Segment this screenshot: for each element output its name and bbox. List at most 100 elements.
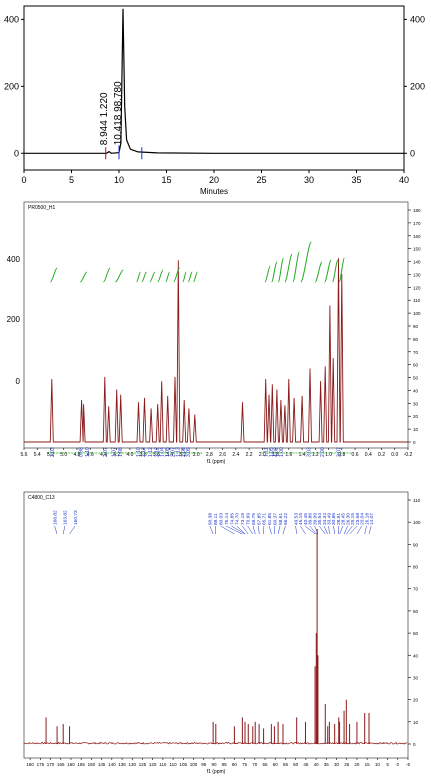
integration-label: 1.08 (118, 447, 124, 457)
integration-label-group: 2.00 (320, 447, 326, 457)
shift-label-group: 80.03 (218, 513, 224, 525)
x-tick-label: 165 (57, 762, 65, 767)
x-tick-label: 45 (303, 762, 309, 767)
integral-curve (187, 271, 193, 283)
integration-label: 2.00 (320, 447, 326, 457)
x-tick-label: 4.2 (113, 452, 120, 458)
x-tick-label: 5.0 (60, 452, 67, 458)
x-tick-label: 10 (114, 175, 124, 185)
y-tick-label-right: 160 (413, 234, 421, 239)
y-tick-label-right: 10 (413, 720, 419, 725)
x-tick-label: 5.4 (34, 452, 41, 458)
peak-rt-label: 10.418 98.780 (113, 81, 124, 145)
integration-label-group: 1.08 (118, 447, 124, 457)
shift-leader-line (242, 525, 249, 535)
integration-label-group: 3.03 (307, 447, 313, 457)
shift-label: 58.61 (278, 513, 284, 525)
x-tick-label: 5 (69, 175, 74, 185)
x-tick-label: 55 (283, 762, 289, 767)
integration-label-group: 1.10 (136, 447, 142, 457)
y-tick-label: 0 (14, 148, 19, 158)
y-tick-label-right: 10 (413, 427, 419, 432)
shift-leader-line (346, 525, 353, 535)
integration-label-group: 1.04 (160, 447, 166, 457)
x-tick-label: 0 (397, 762, 400, 767)
x-tick-label: 40 (314, 762, 320, 767)
x-tick-label: 115 (159, 762, 167, 767)
spectrum-title: C4800_C13 (28, 495, 55, 501)
shift-label-group: 56.22 (283, 513, 289, 525)
x-tick-label: 5.2 (47, 452, 54, 458)
shift-label-group: 40.45 (303, 513, 309, 525)
integral-curve (141, 271, 147, 283)
integration-label-group: 2.08 (181, 447, 187, 457)
shift-leader-line (295, 525, 297, 535)
integration-label: 2.07 (170, 447, 176, 457)
x-tick-label: 60 (273, 762, 279, 767)
integral-curve (300, 241, 312, 283)
shift-label-group: 69.75 (251, 513, 257, 525)
y-tick-label-left: 0 (16, 377, 21, 386)
x-tick-label: 120 (149, 762, 157, 767)
y-tick-label-right: 130 (413, 272, 421, 277)
y-tick-label-right: 80 (413, 565, 419, 570)
shift-label-group: 166.82 (52, 510, 58, 525)
x-tick-label: 1.2 (312, 452, 319, 458)
shift-label: 34.34 (322, 513, 328, 525)
shift-label: 23.58 (355, 513, 361, 525)
x-tick-label: 20 (209, 175, 219, 185)
y-tick-label-right: 40 (413, 653, 419, 658)
shift-leader-line (304, 525, 316, 535)
shift-label-group: 163.82 (63, 510, 69, 525)
shift-label: 40.45 (303, 513, 309, 525)
integration-label: 1.04 (160, 447, 166, 457)
shift-leader-line (247, 525, 253, 535)
shift-label-group: 61.85 (267, 513, 273, 525)
shift-label-group: 160.73 (73, 510, 79, 525)
integration-label-group: 1.10 (85, 447, 91, 457)
y-tick-label-right: 140 (413, 260, 421, 265)
y-tick-label-right: 170 (413, 221, 421, 226)
x-tick-label: -5 (406, 762, 410, 767)
shift-label: 73.19 (240, 513, 246, 525)
integral-curve (102, 267, 111, 283)
x-tick-label: 150 (88, 762, 96, 767)
y-tick-label-right: 70 (413, 350, 419, 355)
integral-curve (136, 271, 142, 283)
integration-label: 1.05 (165, 447, 171, 457)
shift-label-group: 33.49 (327, 513, 333, 525)
shift-leader-line (252, 525, 256, 535)
integration-label: 1.00 (279, 447, 285, 457)
y-tick-label-right: 200 (410, 81, 425, 91)
x-tick-label: 85 (222, 762, 228, 767)
y-tick-label-right: 90 (413, 542, 419, 547)
integral-curve (149, 271, 156, 283)
shift-label-group: 20.04 (360, 513, 366, 525)
shift-label-group: 39.09 (312, 513, 318, 525)
x-tick-label: 0.2 (378, 452, 385, 458)
shift-label: 65.71 (262, 513, 268, 525)
shift-label: 90.38 (208, 513, 214, 525)
shift-label-group: 74.85 (229, 513, 235, 525)
integration-label-group: 4.02 (274, 447, 280, 457)
peak-annotation: 8.944 1.220 (99, 92, 110, 145)
x-tick-label: 175 (37, 762, 45, 767)
x-tick-label: 3.0 (193, 452, 200, 458)
shift-label-group: 25.15 (350, 513, 356, 525)
shift-label-group: 90.38 (208, 513, 214, 525)
shift-label-group: 28.91 (336, 513, 342, 525)
x-tick-label: 4.8 (73, 452, 80, 458)
peak-annotation: 10.418 98.780 (113, 81, 124, 145)
integration-label: 1.11 (264, 447, 270, 457)
integral-curve (277, 257, 285, 283)
shift-leader-line (209, 525, 214, 535)
shift-leader-line (69, 525, 76, 535)
x-tick-label: 105 (180, 762, 188, 767)
x-tick-label: 10 (375, 762, 381, 767)
shift-label: 56.22 (283, 513, 289, 525)
y-tick-label-left: 200 (7, 315, 21, 324)
integration-label-group: 1.07 (111, 447, 117, 457)
shift-label: 25.15 (350, 513, 356, 525)
shift-label-group: 23.58 (355, 513, 361, 525)
